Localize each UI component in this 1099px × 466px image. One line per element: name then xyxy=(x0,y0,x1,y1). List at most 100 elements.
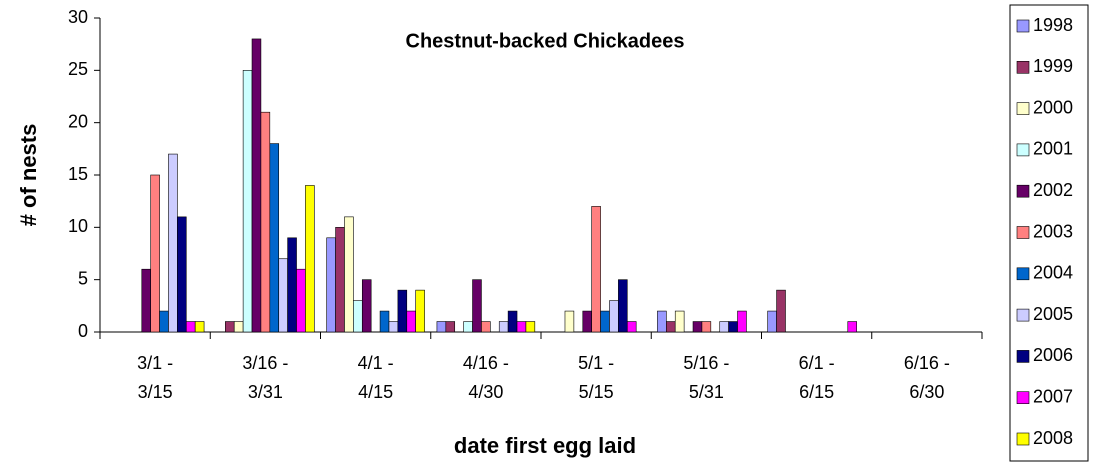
legend-swatch xyxy=(1016,143,1030,157)
bar xyxy=(516,321,527,333)
bar xyxy=(626,321,637,333)
bar xyxy=(168,153,178,333)
bar xyxy=(657,310,667,333)
x-tick-label-line: 4/30 xyxy=(468,382,503,402)
x-tick-label-line: 5/16 - xyxy=(683,353,729,373)
bar xyxy=(737,310,747,333)
bar xyxy=(472,279,482,333)
bar xyxy=(719,321,729,333)
legend-label: 2007 xyxy=(1033,386,1073,406)
bar xyxy=(728,321,738,333)
x-tick-label: 6/1 - 6/15 xyxy=(799,353,835,402)
bar xyxy=(847,321,857,333)
legend-swatch xyxy=(1016,60,1030,74)
legend-swatch xyxy=(1016,267,1030,281)
legend-swatch xyxy=(1016,308,1030,322)
bar xyxy=(525,321,536,333)
bar xyxy=(609,300,619,333)
legend-label: 2002 xyxy=(1033,180,1073,200)
bar xyxy=(242,70,253,333)
x-tick-label-line: 3/16 - xyxy=(242,353,288,373)
bar xyxy=(159,310,169,333)
bar xyxy=(415,289,425,333)
legend-label: 2006 xyxy=(1033,345,1073,365)
legend-label: 2001 xyxy=(1033,139,1073,159)
bar xyxy=(353,300,363,333)
x-tick-label-line: 6/1 - xyxy=(799,353,835,373)
bar xyxy=(251,38,262,333)
bar xyxy=(701,321,712,333)
x-tick-label: 4/16 - 4/30 xyxy=(463,353,509,402)
legend-label: 2003 xyxy=(1033,221,1073,241)
bar xyxy=(436,321,447,333)
legend-label: 2008 xyxy=(1033,428,1073,448)
bar xyxy=(618,279,628,333)
bar xyxy=(177,216,187,333)
bar xyxy=(481,321,491,333)
legend-label: 2004 xyxy=(1033,263,1073,283)
bar xyxy=(388,321,399,333)
y-tick-label: 25 xyxy=(68,59,88,79)
bar xyxy=(445,321,456,333)
x-tick-label: 5/16 - 5/31 xyxy=(683,353,729,402)
bar xyxy=(776,289,786,333)
legend-label: 1999 xyxy=(1033,56,1073,76)
bar xyxy=(582,310,592,333)
x-tick-label-line: 6/30 xyxy=(909,382,944,402)
y-tick-label: 20 xyxy=(68,111,88,131)
legend-label: 2005 xyxy=(1033,304,1073,324)
bar xyxy=(344,216,354,333)
x-tick-label: 6/16 - 6/30 xyxy=(904,353,950,402)
y-axis-title: # of nests xyxy=(16,124,41,227)
bar xyxy=(692,321,703,333)
bar xyxy=(150,174,160,333)
bar xyxy=(397,289,408,333)
bar xyxy=(326,237,336,333)
bar xyxy=(406,310,416,333)
x-tick-label-line: 3/1 - xyxy=(137,353,173,373)
x-tick-label: 3/1 - 3/15 xyxy=(137,353,173,402)
legend-swatch xyxy=(1016,350,1030,363)
x-tick-label: 3/16 - 3/31 xyxy=(242,353,288,402)
bar xyxy=(600,310,610,333)
chart-title: Chestnut-backed Chickadees xyxy=(406,30,685,52)
x-tick-label-line: 3/15 xyxy=(138,382,173,402)
legend-swatch xyxy=(1016,102,1030,115)
bar xyxy=(379,310,390,333)
legend-swatch xyxy=(1016,19,1030,33)
bar xyxy=(666,321,676,333)
bar xyxy=(296,268,306,333)
bar xyxy=(278,258,288,333)
x-tick-label: 4/1 - 4/15 xyxy=(358,353,394,402)
legend-label: 2000 xyxy=(1033,97,1073,117)
legend-swatch xyxy=(1016,226,1030,239)
x-tick-label-line: 4/15 xyxy=(358,382,393,402)
bar xyxy=(591,206,601,333)
y-tick-label: 5 xyxy=(78,268,88,288)
bar xyxy=(463,321,473,333)
x-tick-label-line: 5/31 xyxy=(689,382,724,402)
bar xyxy=(361,279,372,333)
x-tick-label: 5/1 - 5/15 xyxy=(578,353,614,402)
bar xyxy=(335,227,345,333)
legend-label: 1998 xyxy=(1033,15,1073,35)
bar xyxy=(674,310,685,333)
legend-swatch xyxy=(1016,391,1030,405)
bar xyxy=(233,321,244,333)
bar xyxy=(564,310,575,333)
bar xyxy=(225,321,235,333)
bar xyxy=(185,321,196,333)
y-tick-label: 15 xyxy=(68,164,88,184)
legend-swatch xyxy=(1016,184,1030,198)
x-tick-label-line: 5/15 xyxy=(579,382,614,402)
bar xyxy=(269,143,280,333)
bar xyxy=(305,185,315,333)
y-tick-label: 30 xyxy=(68,7,88,27)
x-tick-label-line: 5/1 - xyxy=(578,353,614,373)
legend-swatch xyxy=(1016,432,1030,446)
y-tick-label: 0 xyxy=(78,321,88,341)
bar xyxy=(767,310,777,333)
bar xyxy=(507,310,518,333)
x-tick-label-line: 3/31 xyxy=(248,382,283,402)
